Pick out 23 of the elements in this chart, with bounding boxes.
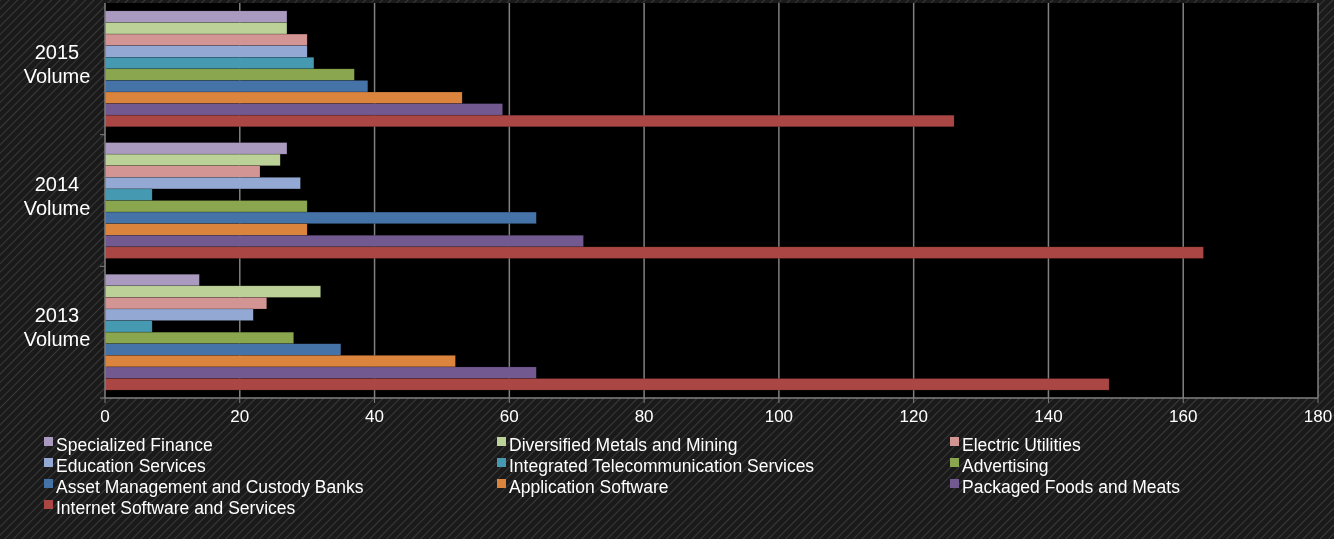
x-tick-label: 0	[100, 407, 110, 426]
x-tick-label: 100	[764, 407, 794, 426]
legend-label: Electric Utilities	[962, 434, 1081, 455]
legend-label: Education Services	[56, 455, 207, 476]
legend-label: Packaged Foods and Meats	[962, 476, 1181, 497]
legend-label: Integrated Telecommunication Services	[509, 455, 815, 476]
y-tick-label: 2014 Volume	[23, 172, 91, 219]
x-tick-label: 40	[365, 407, 385, 426]
legend-label: Advertising	[962, 455, 1049, 476]
y-tick-label: 2013 Volume	[23, 304, 91, 351]
x-tick-label: 140	[1034, 407, 1063, 426]
legend-label: Internet Software and Services	[56, 497, 296, 518]
y-tick-label: 2015 Volume	[23, 40, 91, 87]
x-tick-label: 60	[499, 407, 519, 426]
legend-label: Asset Management and Custody Banks	[56, 476, 364, 497]
legend-label: Diversified Metals and Mining	[509, 434, 738, 455]
legend-label: Application Software	[509, 476, 669, 497]
x-tick-label: 180	[1303, 407, 1333, 426]
x-tick-label: 20	[230, 407, 250, 426]
x-tick-label: 120	[899, 407, 928, 426]
legend-label: Specialized Finance	[56, 434, 213, 455]
x-tick-label: 80	[634, 407, 654, 426]
x-tick-label: 160	[1169, 407, 1198, 426]
